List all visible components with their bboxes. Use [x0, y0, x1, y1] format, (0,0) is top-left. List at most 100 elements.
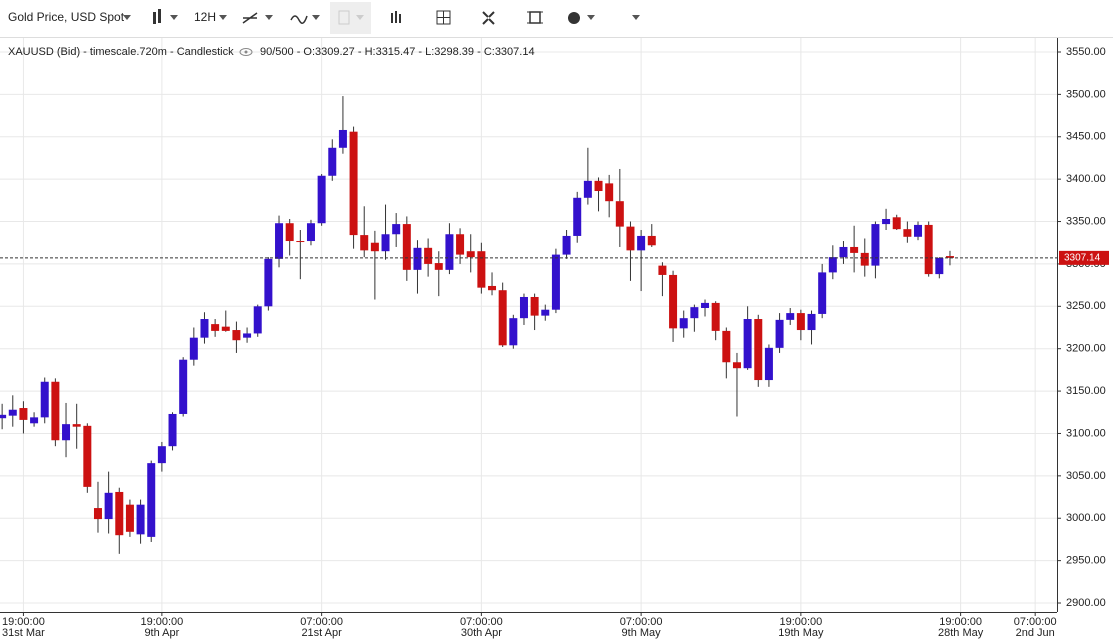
candle-body	[211, 324, 220, 331]
candle-body	[51, 381, 60, 441]
candle-body	[392, 224, 401, 235]
grid	[0, 38, 1057, 612]
candle-body	[679, 318, 688, 329]
candle-body	[93, 508, 102, 520]
candle-body	[30, 417, 39, 424]
candle-body	[573, 197, 582, 236]
candle-body	[296, 241, 305, 243]
toolbar: Gold Price, USD Spot 12H	[0, 0, 1113, 38]
fullscreen-button[interactable]	[482, 11, 495, 25]
instrument-selector[interactable]: Gold Price, USD Spot	[8, 10, 125, 24]
y-tick-label: 3200.00	[1066, 343, 1106, 355]
x-tick-time: 07:00:00	[300, 616, 343, 628]
x-tick-date: 9th Apr	[144, 627, 179, 639]
candle-body	[732, 362, 741, 369]
candle-body	[413, 247, 422, 270]
candle-body	[498, 290, 507, 346]
candle-body	[157, 446, 166, 464]
candle-body	[115, 491, 124, 536]
candle-body	[147, 463, 156, 537]
candle-body	[0, 414, 7, 419]
candle-body	[892, 217, 901, 230]
candle-body	[125, 504, 134, 532]
candle-body	[583, 180, 592, 198]
more-button[interactable]	[632, 15, 640, 20]
candle-body	[615, 201, 624, 227]
candle-body	[839, 246, 848, 258]
candle-body	[562, 235, 571, 255]
candle-body	[882, 218, 891, 225]
candle-body	[914, 224, 923, 237]
x-tick-date: 28th May	[938, 627, 984, 639]
crosshair-button[interactable]	[436, 10, 451, 25]
disabled-button	[330, 2, 371, 34]
y-tick-label: 2950.00	[1066, 555, 1106, 567]
candle-body	[690, 307, 699, 319]
y-tick-label: 3250.00	[1066, 300, 1106, 312]
candle-body	[711, 302, 720, 331]
toolbar-bg	[0, 0, 1113, 37]
candle-body	[306, 223, 315, 242]
volume-button[interactable]	[391, 11, 401, 23]
last-price-label: 3307.14	[1064, 253, 1101, 264]
candle-body	[445, 234, 454, 270]
y-tick-label: 3050.00	[1066, 470, 1106, 482]
candle-body	[850, 246, 859, 253]
candle-body	[466, 251, 475, 258]
candle-body	[253, 306, 262, 334]
candle-body	[669, 274, 678, 329]
candle-body	[722, 330, 731, 363]
candle-body	[189, 337, 198, 360]
candle-body	[72, 424, 81, 427]
x-tick-date: 30th Apr	[461, 627, 502, 639]
candle-body	[786, 313, 795, 320]
dropdown-arrow	[219, 15, 227, 20]
candle-body	[370, 242, 379, 252]
eye-icon[interactable]	[239, 48, 253, 56]
x-tick-time: 19:00:00	[939, 616, 982, 628]
candle-body	[871, 224, 880, 266]
candle-body	[285, 223, 294, 242]
candle-body	[945, 256, 954, 258]
candle-body	[860, 252, 869, 266]
candle-body	[40, 381, 49, 418]
chart-type-button[interactable]	[153, 9, 178, 24]
x-tick-time: 07:00:00	[460, 616, 503, 628]
x-tick-date: 19th May	[778, 627, 824, 639]
candle-body	[519, 296, 528, 319]
drawing-button[interactable]	[242, 12, 273, 24]
candle-body	[317, 175, 326, 224]
candle-body	[232, 330, 241, 341]
candle-body	[200, 319, 209, 338]
candle-body	[434, 263, 443, 270]
candle-body	[83, 425, 92, 487]
candle-body	[424, 247, 433, 264]
theme-button[interactable]	[568, 12, 595, 24]
candle-body	[179, 359, 188, 414]
y-tick-label: 3150.00	[1066, 385, 1106, 397]
x-tick-date: 2nd Jun	[1016, 627, 1055, 639]
candle-body	[626, 226, 635, 251]
axis-labels: 2900.00 2950.00 3000.00 3050.00 3100.00 3150.…	[2, 46, 1109, 639]
indicator-button[interactable]	[290, 15, 320, 24]
x-tick-time: 19:00:00	[779, 616, 822, 628]
interval-selector[interactable]: 12H	[194, 10, 216, 24]
y-tick-label: 3450.00	[1066, 131, 1106, 143]
candle-body	[828, 257, 837, 273]
x-tick-time: 07:00:00	[1014, 616, 1057, 628]
y-tick-label: 3000.00	[1066, 512, 1106, 524]
candle-body	[530, 296, 539, 316]
candle-body	[221, 326, 230, 331]
candle-body	[338, 129, 347, 148]
candle-body	[647, 235, 656, 246]
candle-body	[796, 313, 805, 331]
candle-body	[136, 504, 145, 535]
y-tick-label: 2900.00	[1066, 597, 1106, 609]
candle-body	[807, 313, 816, 331]
candle-body	[19, 408, 28, 420]
fit-button[interactable]	[527, 11, 543, 24]
candle-body	[775, 319, 784, 348]
last-price-tag	[1059, 250, 1109, 265]
